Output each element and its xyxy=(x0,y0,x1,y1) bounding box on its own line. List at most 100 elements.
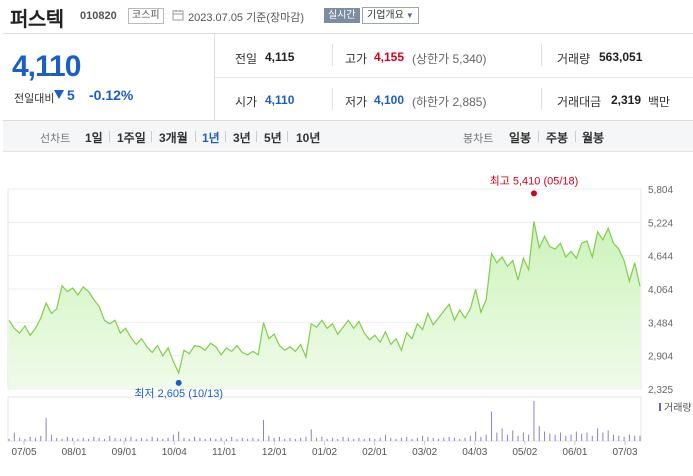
y-tick-label: 4,644 xyxy=(648,252,673,263)
volume-bar xyxy=(607,430,609,441)
period-3m[interactable]: 3개월 xyxy=(159,131,188,145)
realtime-button[interactable]: 실시간 xyxy=(324,8,360,23)
volume-bar xyxy=(400,437,402,441)
period-3y[interactable]: 3년 xyxy=(233,131,251,145)
x-tick-label: 08/01 xyxy=(62,447,87,458)
volume-bar xyxy=(199,437,201,441)
divider xyxy=(109,131,110,142)
volume-bar xyxy=(485,434,487,441)
volume-bar xyxy=(337,438,339,441)
volume-bar xyxy=(204,438,206,441)
volume-bar xyxy=(88,438,90,441)
volume-bar xyxy=(591,435,593,441)
prev-close-value: 4,115 xyxy=(265,50,295,64)
volume-bar xyxy=(231,436,233,441)
volume-bar xyxy=(103,438,105,441)
volume-bar xyxy=(443,437,445,441)
company-info-button[interactable]: 기업개요 ▼ xyxy=(362,7,419,24)
volume-bar xyxy=(305,436,307,441)
volume-bar xyxy=(554,434,556,441)
x-tick-label: 03/02 xyxy=(412,447,437,458)
volume-bar xyxy=(77,438,79,441)
volume-bar xyxy=(247,438,249,441)
stock-header: 퍼스텍 010820 코스피 2023.07.05 기준(장마감) 실시간 기업… xyxy=(0,0,693,32)
volume-bar xyxy=(130,436,132,441)
period-5y[interactable]: 5년 xyxy=(264,131,282,145)
volume-bar xyxy=(310,429,312,441)
volume-bar xyxy=(56,437,58,441)
volume-bar xyxy=(278,436,280,441)
volume-panel-border xyxy=(7,396,642,442)
low-marker xyxy=(175,379,182,386)
volume-value: 563,051 xyxy=(599,50,643,64)
volume-bar xyxy=(273,437,275,441)
volume-bar xyxy=(565,435,567,441)
calendar-icon xyxy=(172,10,184,21)
row-divider xyxy=(215,77,693,78)
volume-bar xyxy=(363,438,365,441)
volume-bar xyxy=(544,431,546,441)
price-chart-svg[interactable]: 5,804 5,224 4,644 4,064 3,484 2,904 2,325 최고 5… xyxy=(0,152,693,471)
volume-bar xyxy=(300,437,302,441)
volume-bar xyxy=(427,436,429,441)
volume-bar xyxy=(183,437,185,441)
volume-bar xyxy=(109,435,111,441)
down-arrow-icon xyxy=(54,90,64,99)
change-rate: -0.12% xyxy=(89,87,134,103)
volume-bar xyxy=(162,438,164,441)
volume-bar xyxy=(411,438,413,441)
volume-bar xyxy=(156,437,158,441)
period-1y[interactable]: 1년 xyxy=(202,131,220,145)
low-label: 최저 2,605 (10/13) xyxy=(134,387,223,400)
y-tick-label: 4,064 xyxy=(648,285,673,296)
x-tick-label: 11/01 xyxy=(212,447,237,458)
amount-label: 거래대금 xyxy=(557,95,602,109)
candle-daily[interactable]: 일봉 xyxy=(509,131,532,145)
x-tick-label: 12/01 xyxy=(262,447,287,458)
chevron-down-icon: ▼ xyxy=(405,11,414,20)
volume-bar xyxy=(321,436,323,441)
x-axis-labels: 07/05 08/01 09/01 10/04 11/01 12/01 01/02 02/01… xyxy=(11,441,638,458)
volume-bar xyxy=(406,436,408,441)
volume-bar xyxy=(422,435,424,441)
volume-bar xyxy=(549,433,551,441)
volume-bar xyxy=(66,436,68,441)
divider xyxy=(256,131,257,142)
period-1w[interactable]: 1주일 xyxy=(117,131,146,145)
volume-bar xyxy=(491,411,493,441)
volume-bar xyxy=(8,438,10,441)
volume-bar xyxy=(469,435,471,441)
price-line xyxy=(8,221,641,375)
candle-monthly[interactable]: 월봉 xyxy=(582,131,605,145)
volume-bar xyxy=(294,438,296,441)
volume-bar xyxy=(533,401,535,441)
price-area xyxy=(8,221,641,389)
volume-bar xyxy=(358,437,360,441)
amount-unit: 백만 xyxy=(648,95,671,109)
current-price-box: 4,110 전일대비 5 -0.12% xyxy=(3,34,215,120)
volume-bar xyxy=(141,437,143,441)
volume-bar xyxy=(252,437,254,441)
x-tick-label: 06/01 xyxy=(562,447,587,458)
low-label: 저가 xyxy=(345,95,368,109)
y-tick-label: 2,325 xyxy=(648,385,673,396)
period-1d[interactable]: 1일 xyxy=(85,131,103,145)
volume-bar xyxy=(29,436,31,441)
volume-bar xyxy=(512,430,514,441)
market-badge: 코스피 xyxy=(128,8,164,24)
volume-bar xyxy=(151,436,153,441)
volume-bar xyxy=(316,437,318,441)
price-chart[interactable]: 5,804 5,224 4,644 4,064 3,484 2,904 2,325 최고 5… xyxy=(0,152,693,471)
volume-bar xyxy=(559,432,561,441)
volume-bar xyxy=(480,436,482,441)
volume-bar xyxy=(98,437,100,441)
x-tick-label: 10/04 xyxy=(162,447,187,458)
volume-bar xyxy=(634,435,636,441)
period-10y[interactable]: 10년 xyxy=(296,131,321,145)
volume-bar xyxy=(172,434,174,441)
volume-bar xyxy=(347,437,349,441)
candle-weekly[interactable]: 주봉 xyxy=(546,131,569,145)
upper-limit: (상한가 5,340) xyxy=(412,52,487,66)
volume-bar xyxy=(517,435,519,441)
divider xyxy=(287,131,288,142)
